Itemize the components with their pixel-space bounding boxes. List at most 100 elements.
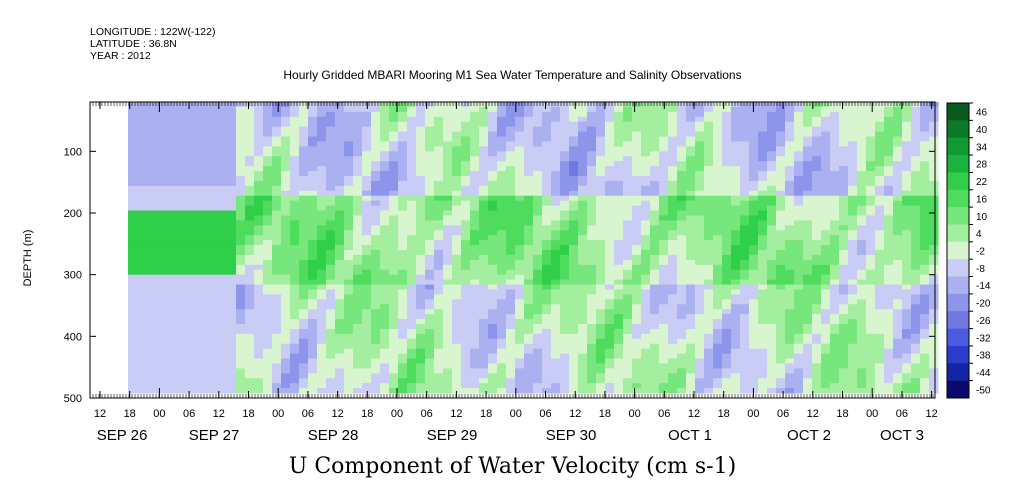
heatmap-cell [407, 314, 417, 320]
heatmap-cell [848, 328, 858, 335]
heatmap-cell [425, 314, 435, 320]
heatmap-cell [866, 274, 876, 281]
heatmap-cell [317, 102, 327, 108]
heatmap-cell [416, 328, 426, 335]
heatmap-cell [578, 333, 588, 340]
heatmap-cell [290, 102, 300, 108]
heatmap-cell [524, 102, 534, 108]
heatmap-cell [794, 348, 804, 355]
heatmap-cell [308, 205, 318, 212]
heatmap-cell [524, 250, 534, 256]
heatmap-cell [479, 269, 489, 276]
heatmap-cell [236, 319, 246, 325]
heatmap-cell [704, 289, 714, 295]
heatmap-cell [605, 279, 615, 286]
heatmap-cell [452, 195, 462, 202]
heatmap-cell [452, 171, 462, 177]
heatmap-cell [551, 166, 561, 172]
heatmap-cell [614, 102, 624, 108]
heatmap-cell [551, 373, 561, 379]
heatmap-cell [209, 378, 219, 384]
heatmap-cell [254, 121, 264, 128]
heatmap-cell [443, 343, 453, 350]
heatmap-cell [443, 314, 453, 320]
heatmap-cell [452, 368, 462, 374]
heatmap-cell [866, 131, 876, 138]
heatmap-cell [317, 230, 327, 236]
heatmap-cell [128, 383, 138, 389]
heatmap-cell [812, 240, 822, 246]
heatmap-cell [281, 254, 291, 261]
heatmap-cell [605, 141, 615, 147]
heatmap-cell [632, 240, 642, 246]
heatmap-cell [353, 151, 363, 157]
heatmap-cell [857, 230, 867, 236]
heatmap-cell [668, 215, 678, 221]
heatmap-cell [506, 116, 516, 123]
heatmap-cell [668, 279, 678, 286]
heatmap-cell [371, 319, 381, 325]
heatmap-cell [461, 166, 471, 172]
heatmap-cell [632, 304, 642, 310]
heatmap-cell [740, 151, 750, 157]
heatmap-cell [335, 343, 345, 350]
heatmap-cell [209, 116, 219, 123]
heatmap-cell [785, 358, 795, 364]
heatmap-cell [803, 146, 813, 152]
heatmap-cell [758, 161, 768, 167]
heatmap-cell [173, 368, 183, 374]
heatmap-cell [380, 171, 390, 177]
heatmap-cell [389, 185, 399, 192]
heatmap-cell [218, 279, 228, 286]
heatmap-cell [281, 156, 291, 162]
heatmap-cell [173, 254, 183, 261]
heatmap-cell [407, 358, 417, 364]
heatmap-cell [290, 363, 300, 369]
heatmap-cell [155, 294, 165, 300]
heatmap-cell [479, 328, 489, 335]
heatmap-cell [407, 264, 417, 271]
heatmap-cell [767, 136, 777, 142]
heatmap-cell [488, 319, 498, 325]
heatmap-cell [821, 328, 831, 335]
heatmap-cell [758, 274, 768, 281]
heatmap-cell [128, 284, 138, 290]
heatmap-cell [803, 259, 813, 266]
heatmap-cell [506, 146, 516, 152]
heatmap-cell [182, 106, 192, 113]
heatmap-cell [524, 383, 534, 389]
heatmap-cell [749, 254, 759, 261]
heatmap-cell [623, 240, 633, 246]
heatmap-cell [218, 225, 228, 231]
heatmap-cell [290, 289, 300, 295]
heatmap-cell [173, 205, 183, 212]
heatmap-cell [209, 136, 219, 142]
heatmap-cell [632, 151, 642, 157]
heatmap-cell [866, 304, 876, 310]
heatmap-cell [209, 245, 219, 251]
heatmap-cell [542, 319, 552, 325]
heatmap-cell [308, 348, 318, 355]
heatmap-cell [443, 304, 453, 310]
heatmap-cell [461, 245, 471, 251]
heatmap-cell [191, 338, 201, 345]
heatmap-cell [506, 131, 516, 138]
heatmap-cell [866, 324, 876, 330]
heatmap-cell [722, 220, 732, 226]
heatmap-cell [218, 309, 228, 315]
heatmap-cell [839, 176, 849, 182]
heatmap-cell [254, 245, 264, 251]
heatmap-cell [848, 279, 858, 286]
heatmap-cell [839, 348, 849, 355]
heatmap-cell [713, 205, 723, 212]
heatmap-cell [731, 215, 741, 221]
heatmap-cell [839, 235, 849, 241]
heatmap-cell [884, 180, 894, 187]
heatmap-cell [812, 126, 822, 133]
heatmap-cell [425, 269, 435, 276]
heatmap-cell [344, 348, 354, 355]
heatmap-cell [137, 388, 147, 394]
heatmap-cell [650, 195, 660, 202]
heatmap-cell [335, 358, 345, 364]
heatmap-cell [686, 388, 696, 394]
